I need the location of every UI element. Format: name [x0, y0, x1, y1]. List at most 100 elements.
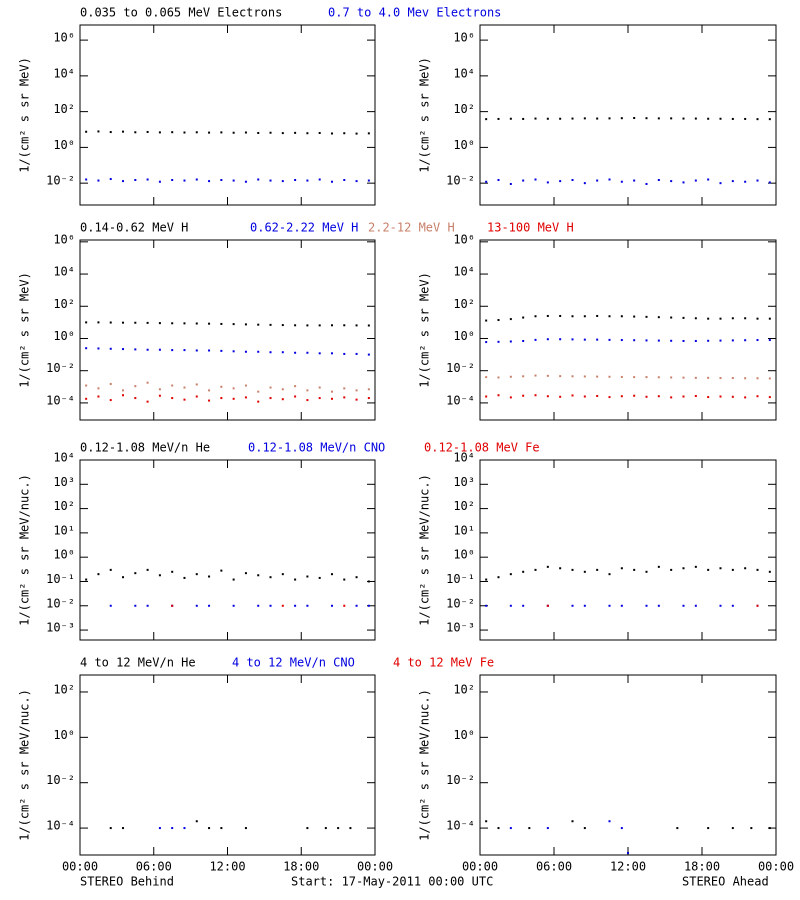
- point: [583, 395, 586, 398]
- point: [485, 319, 488, 322]
- point: [620, 315, 623, 318]
- y-tick-label: 10⁰: [53, 728, 75, 742]
- point: [367, 397, 370, 400]
- point: [719, 182, 722, 185]
- point: [682, 339, 685, 342]
- plot-frame: [479, 674, 777, 856]
- point: [645, 604, 648, 607]
- point: [318, 131, 321, 134]
- y-tick-label: 10⁻⁴: [46, 393, 75, 407]
- point: [195, 131, 198, 134]
- point: [134, 572, 137, 575]
- y-tick-label: 10⁶: [453, 232, 475, 246]
- point: [195, 820, 198, 823]
- point: [744, 377, 747, 380]
- point: [546, 395, 549, 398]
- point: [122, 827, 125, 830]
- point: [97, 130, 100, 133]
- point: [731, 180, 734, 183]
- point: [731, 317, 734, 320]
- point: [608, 375, 611, 378]
- point: [281, 573, 284, 576]
- point: [269, 397, 272, 400]
- point: [583, 338, 586, 341]
- x-tick-label: 00:00: [758, 860, 794, 874]
- point: [768, 570, 771, 573]
- point: [220, 349, 223, 352]
- point: [122, 389, 125, 392]
- y-tick-label: 10⁰: [453, 728, 475, 742]
- point: [534, 315, 537, 318]
- point: [620, 567, 623, 570]
- point: [694, 117, 697, 120]
- point: [146, 178, 149, 181]
- point: [306, 179, 309, 182]
- point: [534, 117, 537, 120]
- y-tick-label: 10⁰: [453, 329, 475, 343]
- point: [756, 118, 759, 121]
- point: [195, 395, 198, 398]
- point: [756, 604, 759, 607]
- y-tick-label: 10¹: [53, 523, 75, 537]
- y-tick-label: 10⁶: [53, 31, 75, 45]
- point: [109, 604, 112, 607]
- y-tick-label: 10⁻¹: [46, 572, 75, 586]
- point: [497, 319, 500, 322]
- point: [109, 321, 112, 324]
- point: [670, 180, 673, 183]
- point: [134, 397, 137, 400]
- point: [731, 827, 734, 830]
- point: [719, 395, 722, 398]
- point: [208, 604, 211, 607]
- point: [497, 827, 500, 830]
- point: [294, 385, 297, 388]
- point: [571, 338, 574, 341]
- point: [682, 567, 685, 570]
- point: [633, 339, 636, 342]
- point: [330, 604, 333, 607]
- point: [294, 324, 297, 327]
- point: [707, 117, 710, 120]
- point: [657, 604, 660, 607]
- point: [583, 375, 586, 378]
- x-tick-label: 06:00: [536, 860, 572, 874]
- point: [583, 827, 586, 830]
- point: [158, 574, 161, 577]
- point: [768, 339, 771, 342]
- point: [768, 396, 771, 399]
- point: [620, 339, 623, 342]
- y-tick-label: 10²: [453, 297, 475, 311]
- y-tick-label: 10⁻³: [46, 621, 75, 635]
- point: [559, 117, 562, 120]
- point: [97, 179, 100, 182]
- point: [318, 397, 321, 400]
- point: [744, 567, 747, 570]
- y-axis-label: 1/(cm² s sr MeV/nuc.): [418, 474, 432, 626]
- point: [546, 565, 549, 568]
- point: [596, 117, 599, 120]
- point: [534, 178, 537, 181]
- point: [306, 604, 309, 607]
- point: [269, 604, 272, 607]
- point: [559, 567, 562, 570]
- point: [324, 827, 327, 830]
- point: [355, 132, 358, 135]
- point: [171, 322, 174, 325]
- point: [343, 604, 346, 607]
- point: [122, 348, 125, 351]
- y-tick-label: 10⁶: [53, 232, 75, 246]
- point: [497, 576, 500, 579]
- point: [183, 131, 186, 134]
- y-axis-label: 1/(cm² s sr MeV): [418, 272, 432, 388]
- point: [330, 324, 333, 327]
- point: [208, 575, 211, 578]
- point: [318, 324, 321, 327]
- y-tick-label: 10⁻²: [46, 773, 75, 787]
- point: [707, 317, 710, 320]
- point: [257, 604, 260, 607]
- point: [559, 314, 562, 317]
- point: [330, 573, 333, 576]
- point: [719, 377, 722, 380]
- point: [596, 338, 599, 341]
